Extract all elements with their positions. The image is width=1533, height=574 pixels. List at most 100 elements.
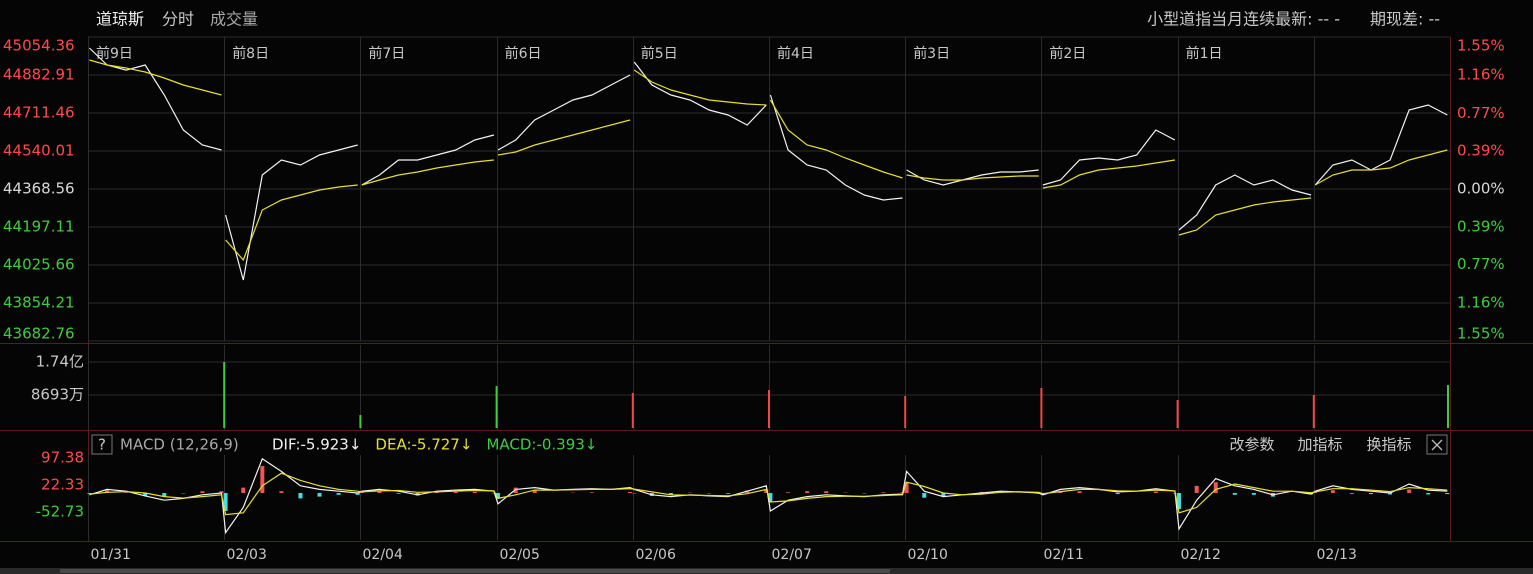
- volume-bar: [1040, 388, 1043, 428]
- macd-bar: [472, 491, 477, 494]
- day-label: 前2日: [1049, 45, 1086, 62]
- macd-bar: [768, 493, 773, 503]
- instrument-name: 道琼斯: [96, 10, 144, 29]
- macd-bar: [904, 482, 909, 494]
- day-label: 前3日: [913, 45, 950, 62]
- macd-bar: [1445, 493, 1450, 495]
- macd-bar: [396, 493, 401, 494]
- macd-bar: [223, 493, 228, 512]
- x-tick-label: 02/11: [1044, 547, 1084, 563]
- volume-bar: [768, 390, 770, 428]
- macd-bar: [824, 491, 829, 494]
- y-tick-label: 97.38: [41, 448, 84, 466]
- close-icon[interactable]: [1431, 439, 1443, 451]
- day-label: 前8日: [232, 45, 269, 62]
- y-tick-label: 44882.91: [3, 66, 75, 84]
- y2-tick-label: 0.39%: [1457, 141, 1505, 159]
- close-box[interactable]: [1426, 434, 1448, 455]
- legend-entry: DEA:-5.727↓: [375, 436, 472, 454]
- day-label: 前7日: [368, 45, 405, 62]
- price-line: [89, 59, 1448, 262]
- macd-bar: [1369, 493, 1374, 495]
- y2-tick-label: 0.00%: [1457, 180, 1505, 198]
- macd-bar: [1153, 491, 1158, 494]
- tab[interactable]: 成交量: [210, 10, 258, 29]
- macd-line: [89, 472, 1448, 516]
- legend-entry: DIF:-5.923↓: [272, 436, 361, 454]
- macd-bar: [1407, 489, 1412, 494]
- basis-info: 期现差: --: [1370, 10, 1440, 29]
- legend-entry: MACD:-0.393↓: [486, 436, 597, 454]
- y2-tick-label: 1.55%: [1457, 325, 1505, 343]
- volume-bar: [1312, 395, 1315, 428]
- macd-bar: [1251, 493, 1256, 495]
- help-box[interactable]: [91, 434, 113, 455]
- y-tick-label: 22.33: [41, 475, 84, 493]
- macd-bar: [881, 492, 886, 494]
- macd-bar: [1232, 493, 1237, 495]
- y-tick-label: -52.73: [36, 502, 84, 520]
- macd-bar: [260, 466, 265, 494]
- x-tick-label: 02/12: [1181, 547, 1221, 563]
- y2-tick-label: 0.39%: [1457, 218, 1505, 236]
- help-button[interactable]: ?: [98, 436, 106, 454]
- macd-bar: [668, 493, 673, 495]
- macd-bar: [453, 491, 458, 494]
- indicator-button[interactable]: 改参数: [1229, 436, 1274, 454]
- day-label: 前5日: [641, 45, 678, 62]
- macd-bar: [726, 493, 731, 494]
- day-label: 前9日: [96, 45, 133, 62]
- macd-bar: [1313, 492, 1318, 494]
- x-tick-label: 02/03: [227, 547, 267, 563]
- x-tick-label: 02/07: [772, 547, 812, 563]
- indicator-button[interactable]: 加指标: [1297, 436, 1342, 454]
- x-tick-label: 02/13: [1317, 547, 1357, 563]
- x-tick-label: 02/05: [500, 547, 540, 563]
- volume-bar: [904, 396, 907, 428]
- macd-bar: [1115, 493, 1120, 495]
- x-tick-label: 02/04: [363, 547, 403, 563]
- macd-bar: [336, 493, 341, 495]
- x-tick-label: 02/10: [908, 547, 948, 563]
- macd-bar: [513, 487, 518, 494]
- macd-bar: [922, 493, 927, 498]
- macd-bar: [1388, 493, 1393, 495]
- x-tick-label: 02/06: [636, 547, 676, 563]
- y-tick-label: 45054.36: [3, 37, 75, 55]
- y-tick-label: 44197.11: [3, 218, 75, 236]
- macd-bar: [495, 493, 500, 499]
- scrollbar-thumb[interactable]: [60, 569, 890, 573]
- macd-bar: [355, 493, 360, 495]
- macd-bar: [805, 491, 810, 494]
- macd-bar: [359, 492, 364, 494]
- macd-bar: [241, 487, 246, 494]
- y-tick-label: 44025.66: [3, 256, 75, 274]
- y2-tick-label: 1.55%: [1457, 37, 1505, 55]
- macd-bar: [298, 493, 303, 499]
- y2-tick-label: 1.16%: [1457, 66, 1505, 84]
- macd-bar: [1176, 493, 1181, 510]
- macd-bar: [317, 493, 322, 497]
- macd-bar: [941, 493, 946, 497]
- macd-bar: [1077, 491, 1082, 494]
- indicator-name: MACD (12,26,9): [120, 436, 239, 454]
- day-label: 前1日: [1186, 45, 1223, 62]
- tab[interactable]: 分时: [162, 10, 194, 29]
- macd-bar: [434, 492, 439, 494]
- y-tick-label: 44368.56: [3, 180, 75, 198]
- volume-bar: [1176, 399, 1179, 428]
- macd-bar: [628, 491, 633, 494]
- indicator-button[interactable]: 换指标: [1366, 436, 1411, 454]
- volume-bar: [495, 385, 498, 428]
- macd-bar: [1349, 493, 1354, 494]
- macd-bar: [532, 490, 537, 494]
- y-tick-label: 44711.46: [3, 104, 75, 122]
- macd-legend: DIF:-5.923↓ DEA:-5.727↓ MACD:-0.393↓: [272, 436, 597, 454]
- macd-bar: [786, 492, 791, 494]
- macd-line: [89, 457, 1448, 535]
- macd-bar: [377, 491, 382, 494]
- x-tick-label: 01/31: [91, 547, 131, 563]
